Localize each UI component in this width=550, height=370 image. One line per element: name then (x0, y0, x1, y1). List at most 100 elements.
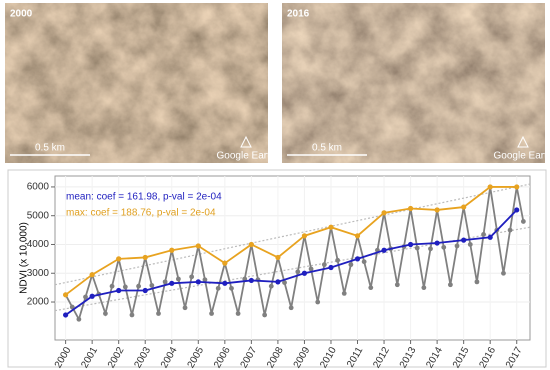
point (295, 269, 301, 275)
point (195, 243, 201, 249)
x-tick-label: 2000 (53, 345, 74, 370)
x-tick-label: 2016 (477, 345, 498, 370)
point (109, 283, 115, 289)
point (394, 282, 400, 288)
point (315, 299, 321, 305)
north-arrow (240, 135, 252, 148)
annotation: mean: coef = 161.98, p-val = 2e-04 (66, 192, 222, 203)
x-tick-label: 2015 (451, 345, 472, 370)
satellite-image (5, 3, 268, 163)
point (487, 184, 493, 190)
point (428, 246, 433, 252)
x-tick-label: 2007 (239, 345, 260, 370)
x-tick-label: 2001 (79, 345, 100, 370)
north-arrow (517, 135, 529, 148)
point (321, 262, 327, 268)
y-tick-label: 5000 (27, 210, 50, 221)
x-tick-label: 2004 (159, 345, 180, 370)
point (169, 247, 175, 253)
point (268, 283, 274, 289)
x-tick-label: 2003 (132, 345, 153, 370)
point (282, 280, 287, 285)
point (487, 234, 493, 240)
point (434, 207, 440, 213)
x-tick-label: 2017 (504, 345, 525, 370)
point (288, 305, 294, 311)
point (301, 233, 308, 239)
y-tick-label: 4000 (27, 239, 50, 250)
x-tick-label: 2010 (318, 345, 339, 370)
point (248, 241, 254, 248)
point (195, 279, 201, 285)
point (142, 287, 148, 294)
point (116, 287, 122, 294)
point (229, 285, 234, 291)
trend-line (54, 183, 531, 286)
scale-label: 0.5 km (35, 143, 65, 154)
point (368, 285, 374, 291)
point (69, 304, 75, 310)
point (434, 240, 440, 246)
y-axis-label: NDVI (x 10,000) (19, 222, 30, 294)
x-tick-label: 2005 (186, 345, 207, 370)
point (354, 256, 361, 262)
point (461, 204, 467, 210)
x-tick-label: 2008 (265, 345, 286, 370)
point (454, 243, 460, 249)
point (328, 264, 334, 271)
point (301, 270, 308, 276)
point (328, 224, 334, 230)
annotation: max: coef = 188.76, p-val = 2e-04 (66, 208, 216, 219)
x-tick-label: 2014 (424, 345, 445, 370)
image-label: 2016 (287, 9, 310, 20)
point (182, 305, 188, 311)
point (122, 284, 128, 290)
point (89, 272, 95, 278)
x-tick-label: 2011 (345, 345, 365, 370)
point (162, 279, 168, 285)
point (308, 266, 314, 272)
point (447, 282, 453, 288)
point (520, 219, 526, 224)
point (507, 227, 513, 233)
point (76, 316, 82, 322)
point (501, 270, 506, 276)
x-tick-label: 2002 (106, 345, 127, 370)
point (381, 210, 387, 216)
point (407, 241, 414, 248)
x-tick-label: 2013 (398, 345, 419, 370)
point (421, 285, 427, 291)
point (83, 294, 88, 300)
image-2000: 2000 0.5 km Google Earth (5, 3, 275, 163)
point (461, 237, 467, 243)
point (222, 260, 228, 266)
point (222, 280, 228, 286)
y-tick-label: 6000 (27, 182, 50, 193)
point (103, 311, 108, 316)
point (136, 283, 141, 289)
y-tick-label: 2000 (27, 297, 50, 308)
point (474, 279, 480, 285)
series-line (65, 186, 517, 296)
point (514, 184, 520, 190)
point (215, 285, 221, 291)
point (248, 277, 254, 284)
point (348, 262, 354, 268)
x-tick-label: 2012 (371, 345, 392, 370)
point (354, 233, 361, 239)
point (169, 280, 175, 286)
chart-frame (7, 169, 547, 368)
point (441, 244, 447, 250)
point (407, 205, 414, 212)
x-tick-label: 2006 (212, 345, 233, 370)
point (275, 254, 281, 261)
point (142, 254, 148, 261)
point (89, 293, 95, 299)
point (156, 311, 161, 316)
point (63, 312, 69, 318)
image-2016: 2016 0.5 km Google Earth (282, 3, 550, 163)
credit: Google Earth (494, 151, 550, 162)
x-tick-label: 2009 (292, 345, 313, 370)
point (189, 274, 195, 280)
